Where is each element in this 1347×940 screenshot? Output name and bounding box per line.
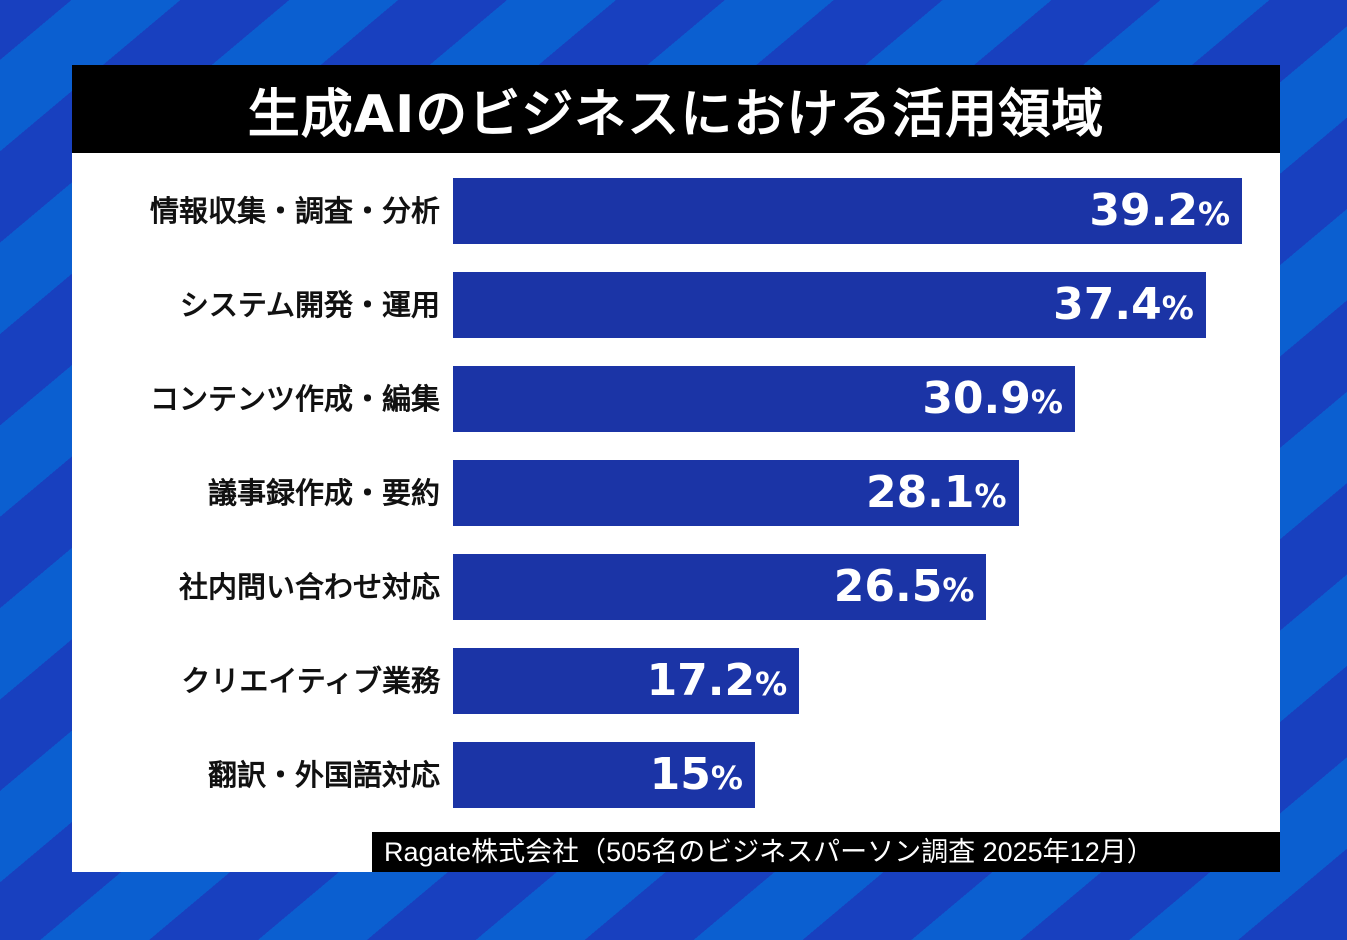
data-label-unit: % xyxy=(974,477,1007,515)
data-label: 30.9% xyxy=(453,366,1063,432)
category-label: クリエイティブ業務 xyxy=(181,664,440,698)
data-label-value: 15 xyxy=(649,749,711,800)
bar xyxy=(453,460,1019,526)
chart-title: 生成AIのビジネスにおける活用領域 xyxy=(72,65,1280,153)
data-label-unit: % xyxy=(1030,383,1063,421)
category-label: 翻訳・外国語対応 xyxy=(207,758,440,792)
source-note: Ragate株式会社（505名のビジネスパーソン調査 2025年12月） xyxy=(372,832,1280,872)
category-label: 社内問い合わせ対応 xyxy=(178,570,440,604)
data-label-value: 17.2 xyxy=(646,655,756,706)
data-label: 15% xyxy=(453,742,743,808)
data-label: 28.1% xyxy=(453,460,1007,526)
data-label-unit: % xyxy=(710,759,743,797)
category-label: システム開発・運用 xyxy=(179,288,440,322)
data-label-value: 39.2 xyxy=(1089,185,1198,236)
data-label-value: 37.4 xyxy=(1053,279,1162,330)
category-label: コンテンツ作成・編集 xyxy=(149,382,440,416)
data-label-unit: % xyxy=(1197,195,1230,233)
data-label-value: 26.5 xyxy=(833,561,943,612)
data-label-unit: % xyxy=(942,571,975,609)
data-label: 26.5% xyxy=(453,554,975,620)
data-label-unit: % xyxy=(755,665,788,703)
bar xyxy=(453,742,755,808)
category-label: 議事録作成・要約 xyxy=(207,476,440,510)
bar xyxy=(453,554,987,620)
bar-chart: 情報収集・調査・分析 39.2% システム開発・運用 37.4% コンテンツ作成・編集 3… xyxy=(72,153,1280,833)
bar xyxy=(453,272,1206,338)
bar xyxy=(453,178,1242,244)
bar xyxy=(453,366,1075,432)
data-label: 37.4% xyxy=(453,272,1194,338)
category-label: 情報収集・調査・分析 xyxy=(149,194,440,228)
data-label-unit: % xyxy=(1161,289,1194,327)
bar xyxy=(453,648,800,714)
data-label: 17.2% xyxy=(453,648,788,714)
data-label: 39.2% xyxy=(453,178,1230,244)
data-label-value: 28.1 xyxy=(865,467,975,518)
data-label-value: 30.9 xyxy=(922,373,1031,424)
